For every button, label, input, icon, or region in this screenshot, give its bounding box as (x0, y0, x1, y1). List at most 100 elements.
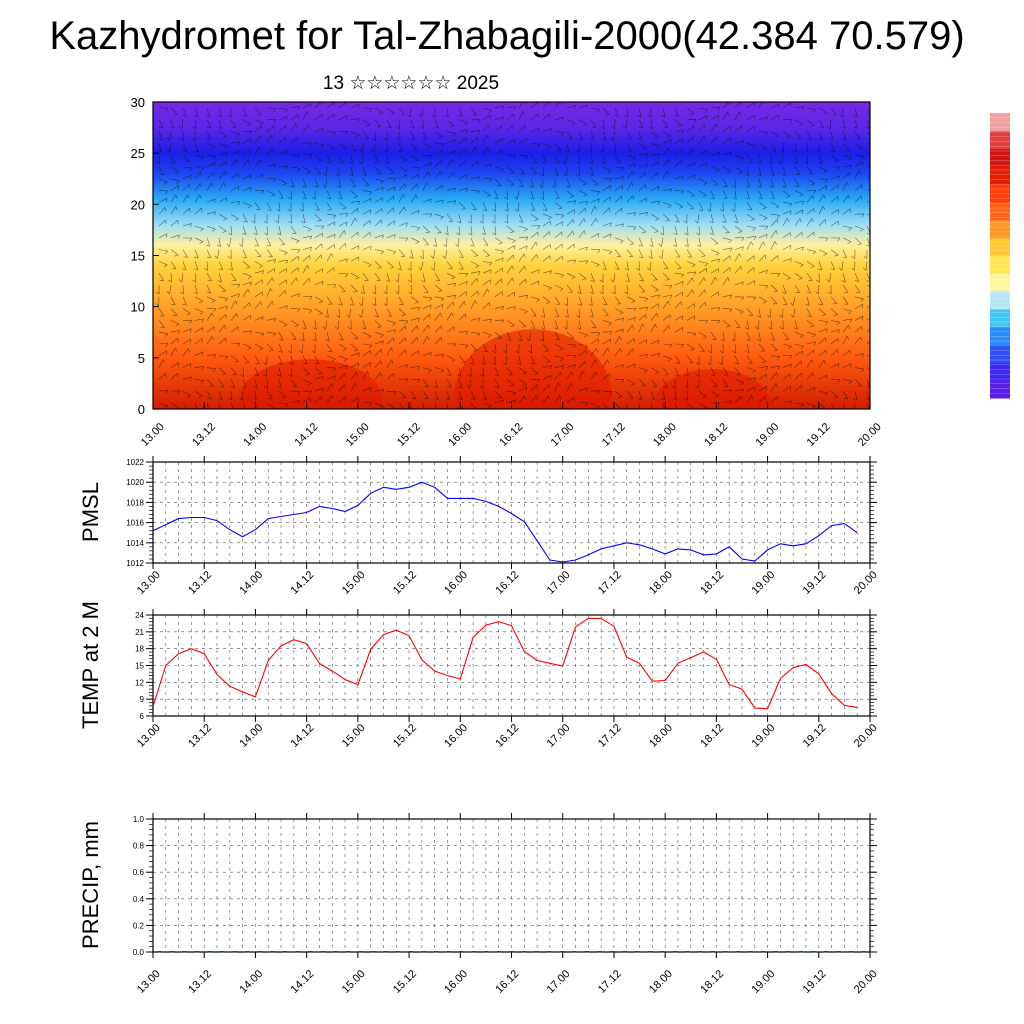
wind-barb (674, 237, 678, 247)
wind-barb-flag (173, 114, 178, 116)
wind-barb-flag (158, 126, 163, 129)
wind-barb-flag (410, 126, 415, 129)
wind-barb (542, 308, 546, 318)
wind-barb (470, 176, 480, 180)
wind-barb-flag (312, 327, 317, 330)
wind-barb (170, 206, 177, 215)
wind-barb-flag (200, 156, 205, 160)
wind-barb-flag (848, 325, 850, 330)
wind-barb-flag (595, 348, 598, 353)
wind-barb-flag (705, 320, 709, 324)
wind-barb-flag (512, 124, 515, 129)
wind-barb-flag (576, 315, 581, 318)
wind-barb-flag (525, 295, 529, 299)
wind-barb (218, 107, 222, 117)
wind-barb-flag (609, 207, 611, 212)
wind-barb (302, 265, 308, 274)
wind-barb (470, 343, 478, 351)
wind-barb-flag (370, 149, 375, 153)
wind-barb-flag (217, 410, 221, 412)
wind-barb (410, 284, 413, 294)
wind-barb (721, 355, 724, 365)
wind-barb (554, 372, 561, 380)
wind-barb-flag (353, 337, 359, 340)
wind-barb-flag (775, 135, 780, 138)
wind-barb (818, 308, 826, 315)
wind-barb-flag (428, 324, 430, 329)
wind-barb (170, 373, 178, 380)
wind-barb (746, 332, 751, 341)
wind-barb (578, 131, 583, 140)
wind-barb (230, 141, 240, 144)
wind-barb-flag (393, 391, 397, 395)
wind-barb-flag (583, 230, 586, 235)
wind-barb-flag (846, 182, 849, 187)
wind-barb-flag (187, 194, 190, 199)
wind-barb (254, 391, 257, 401)
wind-barb (710, 214, 714, 223)
wind-barb-flag (380, 349, 383, 354)
wind-barb-flag (155, 303, 159, 307)
wind-barb-flag (259, 135, 262, 140)
wind-barb (302, 103, 311, 109)
wind-barb (530, 254, 537, 262)
wind-barb (602, 359, 608, 368)
x-tick-label: 17.12 (596, 968, 624, 996)
wind-barb-flag (770, 174, 775, 176)
wind-barb (158, 119, 164, 129)
wind-barb (182, 308, 191, 314)
wind-barb-flag (680, 301, 683, 306)
wind-barb-flag (669, 344, 673, 348)
precip-bar (534, 951, 539, 953)
wind-barb-flag (719, 350, 724, 354)
wind-barb-flag (221, 373, 226, 375)
wind-barb (374, 340, 384, 345)
wind-barb (638, 249, 644, 258)
wind-barb (206, 336, 213, 345)
wind-barb (422, 379, 429, 387)
wind-barb-flag (428, 369, 432, 373)
wind-barb (446, 131, 456, 134)
wind-barb-flag (607, 347, 610, 352)
wind-barb-flag (586, 104, 588, 109)
wind-barb (290, 267, 299, 274)
wind-barb-flag (250, 174, 252, 179)
wind-barb-flag (817, 268, 822, 271)
wind-barb-flag (358, 103, 360, 108)
wind-barb (194, 261, 199, 270)
wind-barb (650, 225, 659, 232)
wind-barb (614, 249, 621, 257)
wind-barb-flag (349, 162, 353, 165)
wind-barb (254, 237, 259, 247)
wind-barb (722, 277, 729, 286)
wind-barb-flag (618, 396, 623, 399)
wind-barb-flag (562, 161, 566, 165)
wind-barb-flag (535, 241, 538, 246)
wind-barb (650, 119, 653, 129)
wind-barb-flag (417, 365, 421, 370)
wind-barb-flag (625, 280, 630, 283)
wind-barb-flag (206, 244, 211, 247)
wind-barb-flag (380, 360, 382, 365)
wind-barb (338, 230, 345, 238)
wind-barb-flag (574, 105, 576, 110)
wind-barb-flag (180, 291, 184, 295)
wind-barb (614, 364, 624, 368)
wind-barb (734, 308, 744, 313)
wind-barb (722, 255, 731, 262)
wind-barb (374, 320, 382, 328)
wind-barb-flag (287, 208, 292, 212)
precip-bar (195, 951, 200, 953)
wind-barb (362, 273, 369, 281)
wind-barb (758, 332, 761, 342)
wind-barb (422, 198, 432, 203)
wind-barb-flag (610, 222, 612, 227)
wind-barb-flag (790, 364, 792, 369)
wind-barb (602, 338, 611, 345)
wind-barb-flag (392, 322, 396, 326)
wind-barb-flag (562, 117, 564, 122)
wind-barb (590, 205, 595, 215)
wind-barb (194, 249, 199, 259)
wind-barb (350, 208, 358, 215)
wind-barb-flag (631, 171, 634, 176)
